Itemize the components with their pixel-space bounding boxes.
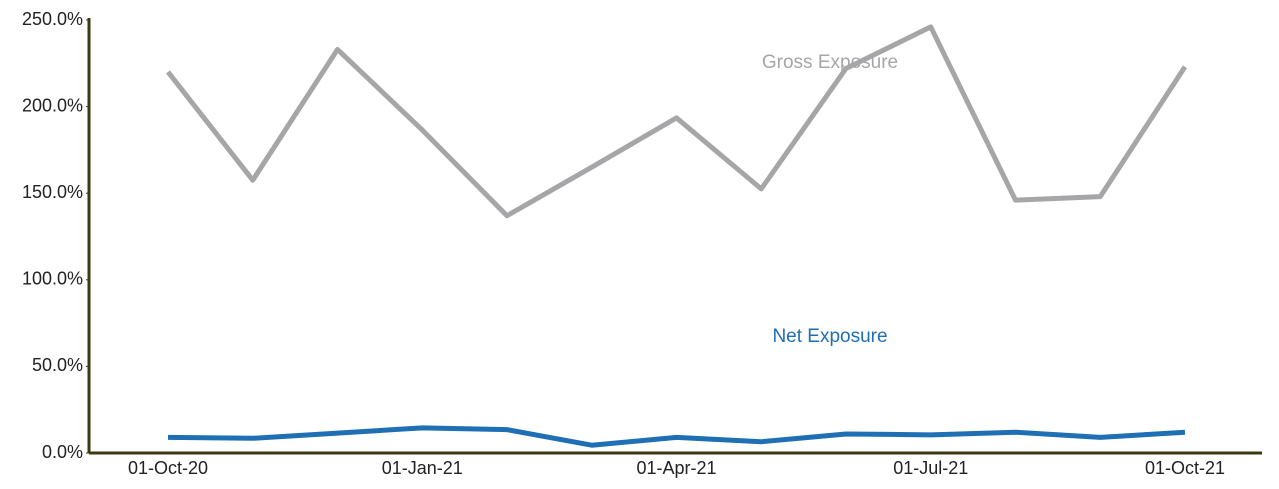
x-tick-label: 01-Oct-20 [128,458,208,478]
y-tick-label: 150.0% [22,182,83,202]
series-line [166,24,1188,219]
y-tick-label: 250.0% [22,9,83,29]
series-label: Gross Exposure [762,52,898,73]
x-tick-label: 01-Apr-21 [636,458,716,478]
series-line [167,425,1186,448]
x-tick-label: 01-Jan-21 [382,458,463,478]
y-tick-label: 200.0% [22,95,83,115]
y-tick-label: 0.0% [42,442,83,462]
x-tick-label: 01-Jul-21 [893,458,968,478]
x-tick-label: 01-Oct-21 [1145,458,1225,478]
y-tick-label: 100.0% [22,269,83,289]
y-tick-label: 50.0% [32,355,83,375]
series-label: Net Exposure [772,326,887,347]
